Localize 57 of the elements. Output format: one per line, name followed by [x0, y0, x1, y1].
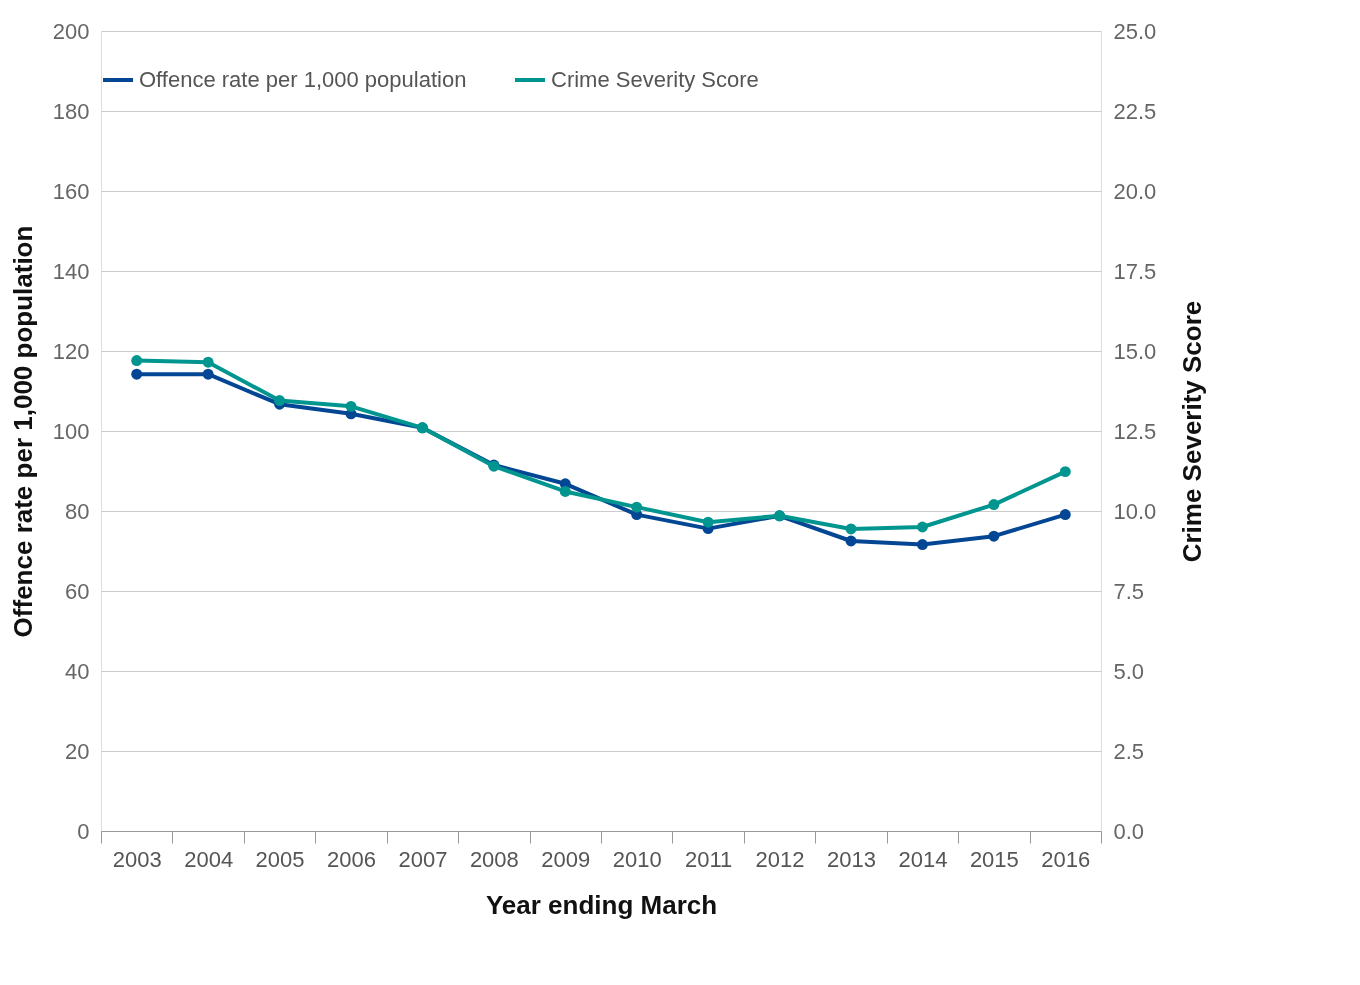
point — [202, 356, 214, 368]
point — [988, 499, 1000, 511]
point — [1059, 466, 1071, 478]
y-tick-label: 0 — [77, 818, 90, 844]
x-tick-label: 2012 — [755, 846, 805, 872]
point — [988, 530, 1000, 542]
y2-tick-label: 5.0 — [1113, 658, 1145, 684]
y-tick-label: 40 — [65, 658, 90, 684]
point — [131, 355, 143, 367]
x-tick-label: 2009 — [541, 846, 591, 872]
point — [702, 516, 714, 528]
x-tick-label: 2003 — [112, 846, 162, 872]
legend-label: Crime Severity Score — [551, 67, 759, 92]
x-tick-label: 2007 — [398, 846, 448, 872]
x-axis-title: Year ending March — [485, 889, 718, 920]
y2-tick-label: 17.5 — [1113, 258, 1157, 284]
x-tick-label: 2005 — [255, 846, 305, 872]
y-tick-label: 60 — [65, 578, 90, 604]
y2-tick-label: 12.5 — [1113, 418, 1157, 444]
y-tick-label: 200 — [52, 18, 90, 44]
point — [202, 368, 214, 380]
y2-tick-label: 0.0 — [1113, 818, 1145, 844]
y-tick-label: 20 — [65, 738, 90, 764]
point — [559, 486, 571, 497]
point — [845, 523, 857, 535]
point — [916, 521, 928, 533]
x-tick-label: 2006 — [327, 846, 376, 872]
x-tick-label: 2016 — [1041, 846, 1091, 872]
y2-tick-label: 15.0 — [1113, 338, 1157, 364]
legend-label: Offence rate per 1,000 population — [139, 67, 467, 92]
point — [631, 501, 643, 513]
y2-tick-label: 22.5 — [1113, 98, 1157, 124]
y2-tick-label: 20.0 — [1113, 178, 1157, 204]
y-axis-title: Offence rate per 1,000 population — [7, 225, 38, 638]
y2-tick-label: 7.5 — [1113, 578, 1145, 604]
y-tick-label: 80 — [65, 498, 90, 524]
x-tick-label: 2014 — [898, 846, 948, 872]
y2-tick-label: 2.5 — [1113, 738, 1145, 764]
point — [845, 535, 857, 547]
y-tick-label: 140 — [52, 258, 90, 284]
x-tick-label: 2008 — [469, 846, 519, 872]
point — [916, 539, 928, 551]
y-tick-label: 180 — [52, 98, 90, 124]
y2-tick-label: 10.0 — [1113, 498, 1157, 524]
x-tick-label: 2011 — [684, 846, 733, 872]
y2-tick-label: 25.0 — [1113, 18, 1157, 44]
x-tick-label: 2015 — [969, 846, 1019, 872]
point — [1059, 509, 1071, 521]
point — [345, 400, 357, 412]
x-tick-label: 2010 — [612, 846, 662, 872]
x-tick-label: 2004 — [184, 846, 234, 872]
x-tick-label: 2013 — [827, 846, 876, 872]
y-tick-label: 160 — [52, 178, 90, 204]
y2-axis-title: Crime Severity Score — [1177, 300, 1208, 563]
y-tick-label: 120 — [52, 338, 90, 364]
y-tick-label: 100 — [52, 418, 90, 444]
point — [131, 368, 143, 380]
